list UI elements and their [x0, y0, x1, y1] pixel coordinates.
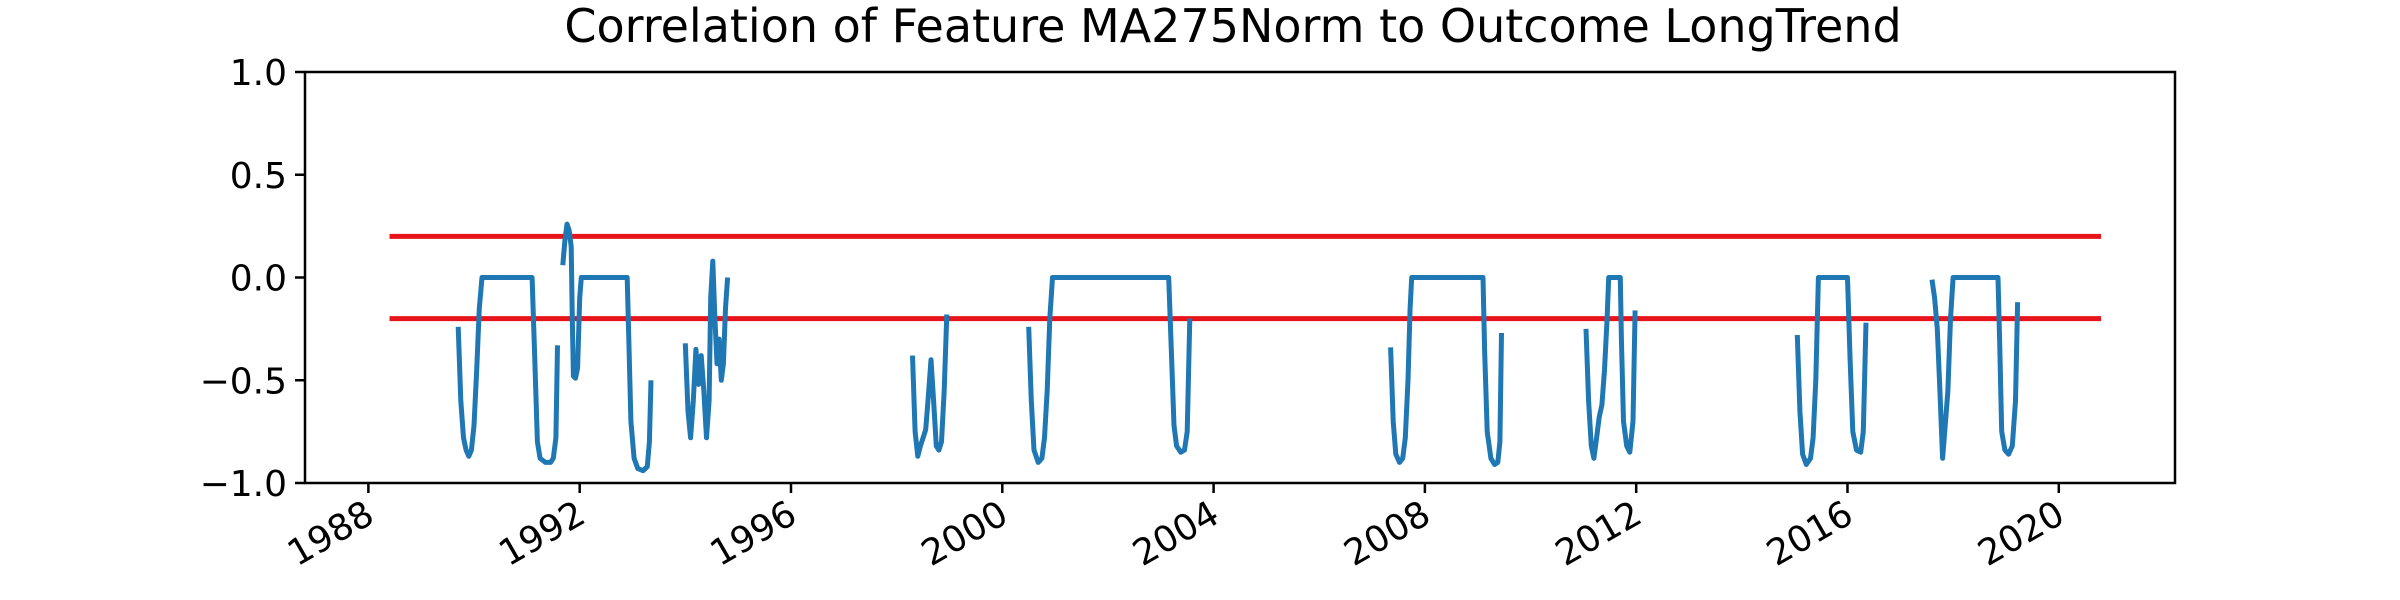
y-axis: −1.0 −0.5 0.0 0.5 1.0	[200, 53, 305, 505]
series-1-segment-8	[1794, 275, 1869, 467]
chart-title: Correlation of Feature MA275Norm to Outc…	[564, 0, 1901, 53]
series-1-segment-6	[1388, 275, 1504, 467]
series-1-segment-4	[910, 314, 950, 459]
series-1-segment-2	[560, 221, 654, 474]
y-tick-label: −0.5	[200, 361, 287, 402]
y-tick-label: 0.0	[230, 259, 287, 300]
series-1-segment-5	[1026, 275, 1193, 465]
data-series-layer	[455, 221, 2021, 474]
series-1-segment-9	[1929, 275, 2021, 461]
series-1-segment-7	[1583, 275, 1638, 461]
y-tick-label: 1.0	[230, 53, 287, 94]
series-1-segment-3	[682, 258, 731, 441]
y-tick-label: 0.5	[230, 156, 287, 197]
series-1-segment-1	[455, 275, 560, 465]
y-tick-label: −1.0	[200, 464, 287, 505]
